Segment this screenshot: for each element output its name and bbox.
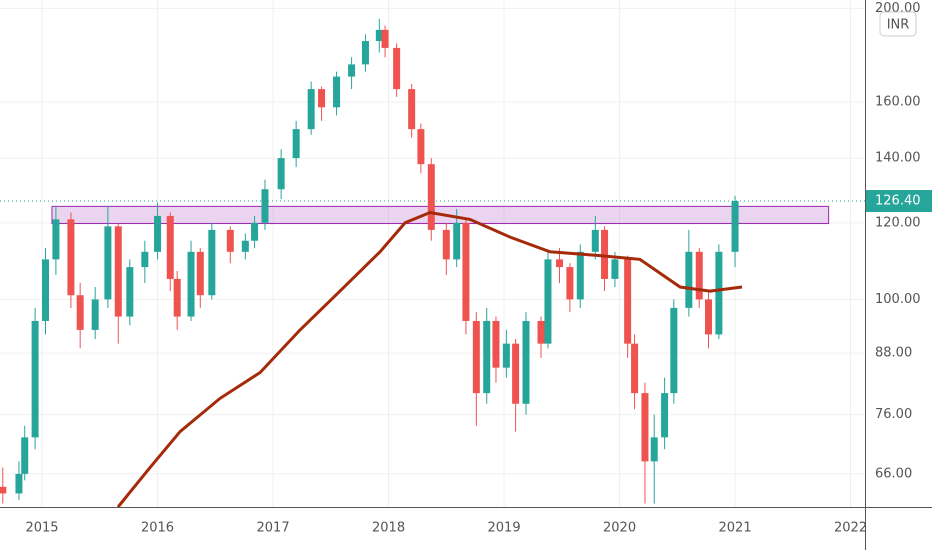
candle-body [566, 267, 574, 300]
candle-body [502, 343, 510, 368]
candle-body [348, 64, 356, 77]
candle-body [126, 267, 134, 317]
candle-body [695, 251, 703, 300]
candle-body [611, 259, 619, 279]
candle-body [21, 437, 29, 474]
x-tick-label: 2020 [603, 521, 636, 536]
candle-body [462, 222, 470, 321]
candle-body [442, 229, 450, 260]
candle-body [731, 201, 739, 252]
candle-body [483, 320, 491, 394]
candle-body [601, 229, 609, 279]
candle-body [292, 129, 300, 159]
x-tick-label: 2019 [488, 521, 521, 536]
candle-body [15, 473, 23, 494]
candle-body [251, 222, 259, 241]
y-tick-label: 160.00 [875, 95, 921, 110]
candle-body [76, 295, 84, 330]
candle-body [318, 89, 326, 108]
candle-body [361, 41, 369, 65]
y-tick-label: 88.00 [875, 346, 912, 361]
candle-body [208, 229, 216, 296]
candle-body [715, 251, 723, 335]
y-tick-label: 100.00 [875, 292, 921, 307]
candle-body [104, 226, 112, 300]
candle-body [114, 226, 122, 317]
candle-body [670, 307, 678, 394]
candle-body [173, 278, 181, 317]
x-tick-label: 2015 [25, 521, 58, 536]
candle-body [67, 219, 75, 296]
candle-body [42, 259, 50, 321]
y-tick-label: 76.00 [875, 407, 912, 422]
x-tick-label: 2018 [372, 521, 405, 536]
current-price-label: 126.40 [875, 194, 921, 209]
candle-body [52, 219, 60, 260]
candle-body [0, 486, 7, 494]
current-price-badge [866, 190, 932, 213]
candle-body [196, 251, 204, 296]
candle-body [408, 89, 416, 130]
candle-body [453, 222, 461, 260]
candle-body [427, 164, 435, 230]
candle-body [91, 299, 99, 330]
candle-body [555, 259, 563, 268]
candle-body [492, 320, 500, 368]
x-tick-label: 2016 [141, 521, 174, 536]
candle-body [472, 320, 480, 394]
candle-body [522, 320, 530, 404]
candle-body [31, 320, 39, 438]
candle-body [187, 251, 195, 317]
candle-body [685, 251, 693, 308]
y-tick-label: 66.00 [875, 466, 912, 481]
x-tick-label: 2022 [834, 521, 867, 536]
candle-body [393, 47, 401, 90]
candle-body [166, 215, 174, 279]
candle-body [576, 251, 584, 300]
candle-body [381, 29, 389, 48]
candle-body [661, 393, 669, 438]
candle-body [241, 240, 249, 252]
candle-body [277, 158, 285, 190]
y-tick-label: 140.00 [875, 151, 921, 166]
candle-body [333, 76, 341, 108]
y-tick-label: 120.00 [875, 215, 921, 230]
candle-body [261, 189, 269, 223]
candle-body [307, 89, 315, 130]
candle-body [650, 437, 658, 462]
currency-badge[interactable] [879, 11, 917, 37]
moving-average-line [116, 210, 743, 508]
candle-body [512, 343, 520, 404]
candle-body [624, 259, 632, 344]
currency-label: INR [887, 18, 910, 33]
candle-body [375, 29, 383, 42]
candle-body [704, 299, 712, 335]
candle-body [141, 251, 149, 268]
candle-body [226, 229, 234, 252]
x-tick-label: 2017 [257, 521, 290, 536]
x-tick-label: 2021 [719, 521, 752, 536]
candle-body [631, 343, 639, 394]
candle-body [641, 393, 649, 462]
candle-body [417, 129, 425, 165]
candle-body [537, 320, 545, 344]
candle-body [544, 259, 552, 344]
candle-body [591, 229, 599, 252]
candle-body [154, 215, 162, 252]
